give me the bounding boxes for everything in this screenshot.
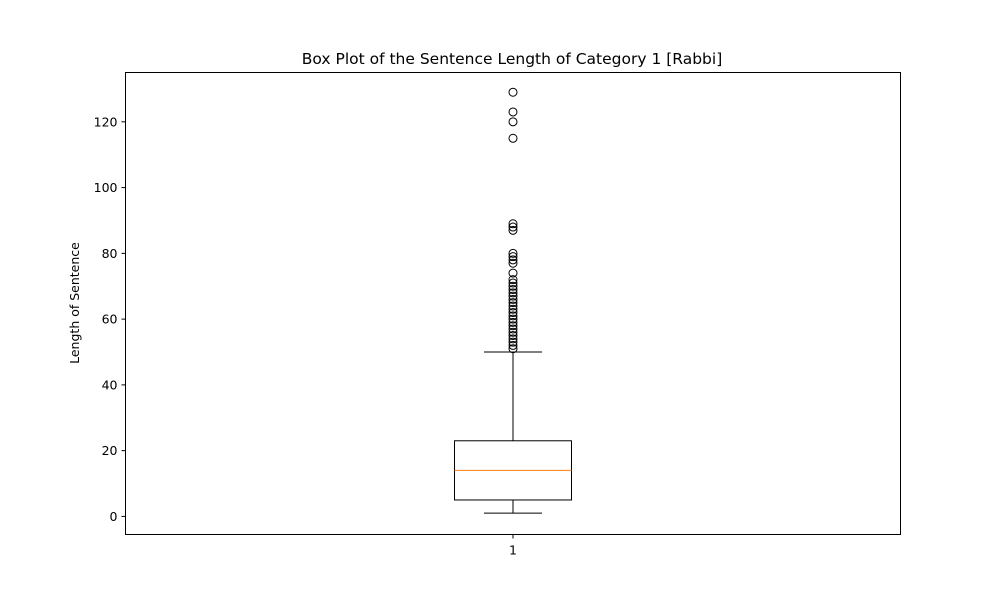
- y-tick-label: 20: [102, 443, 118, 458]
- outlier-point: [508, 327, 518, 337]
- boxes-group: [454, 87, 572, 514]
- y-tick-label: 120: [94, 114, 118, 129]
- outlier-point: [508, 278, 518, 288]
- box-1: [454, 87, 572, 514]
- y-tick-label: 80: [102, 246, 118, 261]
- outlier-point: [508, 301, 518, 311]
- outlier-point: [508, 317, 518, 327]
- outlier-point: [508, 117, 518, 127]
- outlier-point: [508, 252, 518, 262]
- outlier-point: [508, 304, 518, 314]
- outlier-point: [508, 334, 518, 344]
- outlier-point: [508, 255, 518, 265]
- outlier-point: [508, 281, 518, 291]
- y-axis-label: Length of Sentence: [67, 242, 82, 364]
- outlier-point: [508, 222, 518, 232]
- outlier-point: [508, 308, 518, 318]
- outlier-point: [508, 321, 518, 331]
- outlier-point: [508, 337, 518, 347]
- outlier-point: [508, 294, 518, 304]
- chart-title: Box Plot of the Sentence Length of Categ…: [302, 50, 723, 68]
- y-axis: 0 20 40 60 80 100 120: [94, 114, 126, 524]
- outlier-point: [508, 225, 518, 235]
- x-axis: 1: [509, 534, 517, 558]
- y-tick-label: 40: [102, 377, 118, 392]
- y-tick-label: 60: [102, 312, 118, 327]
- outlier-point: [508, 344, 518, 354]
- outlier-point: [508, 275, 518, 285]
- outlier-point: [508, 331, 518, 341]
- outlier-point: [508, 268, 518, 278]
- y-tick-label: 100: [94, 180, 118, 195]
- outlier-point: [508, 219, 518, 229]
- outlier-point: [508, 314, 518, 324]
- outlier-point: [508, 285, 518, 295]
- outlier-point: [508, 87, 518, 97]
- outlier-point: [508, 291, 518, 301]
- outlier-point: [508, 324, 518, 334]
- outlier-point: [508, 258, 518, 268]
- outlier-point: [508, 288, 518, 298]
- outlier-point: [508, 107, 518, 117]
- outlier-point: [508, 248, 518, 258]
- outlier-point: [508, 298, 518, 308]
- outlier-point: [508, 133, 518, 143]
- x-tick-label: 1: [509, 543, 517, 558]
- outlier-point: [508, 311, 518, 321]
- outlier-point: [508, 340, 518, 350]
- y-tick-label: 0: [110, 509, 118, 524]
